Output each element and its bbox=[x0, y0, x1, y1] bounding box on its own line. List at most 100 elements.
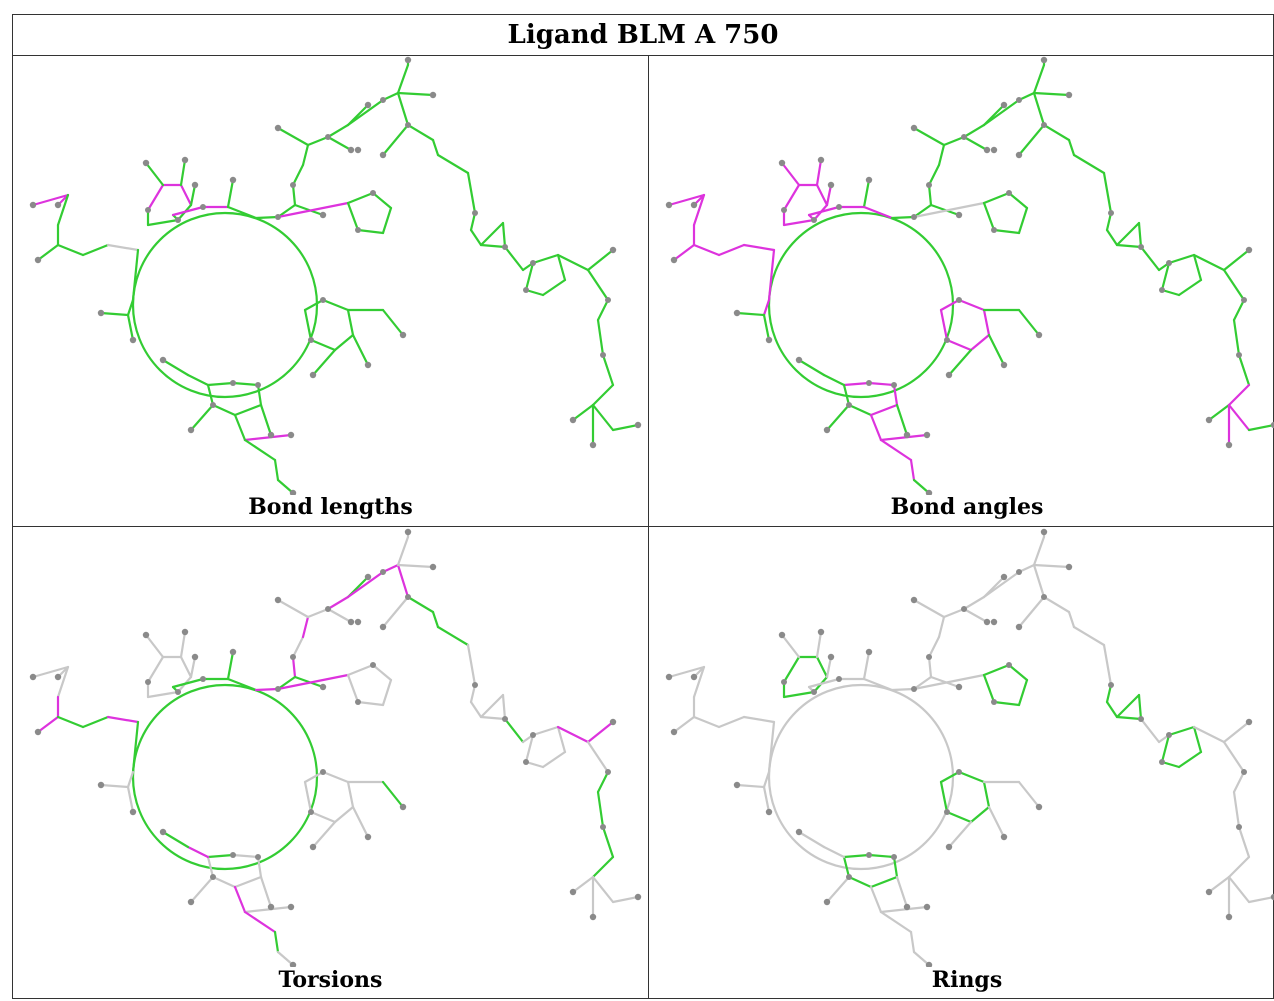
bond-torsions-65 bbox=[211, 875, 237, 889]
bond-bond-lengths-43 bbox=[381, 123, 410, 157]
atom-torsions-m5 bbox=[129, 808, 137, 816]
atom-bond-angles-u4 bbox=[955, 211, 963, 219]
bond-rings-64 bbox=[869, 875, 899, 889]
bond-bond-lengths-24 bbox=[226, 178, 235, 209]
bond-rings-98 bbox=[1207, 875, 1231, 894]
atom-rings-u17 bbox=[1041, 594, 1047, 600]
bond-bond-angles-0 bbox=[667, 193, 706, 207]
atom-rings-c16 bbox=[1241, 769, 1247, 775]
atom-rings-u13 bbox=[1016, 569, 1022, 575]
atom-bond-angles-c16 bbox=[1241, 297, 1247, 303]
bond-bond-angles-93 bbox=[1222, 268, 1246, 302]
panel-torsions: Torsions bbox=[13, 527, 649, 999]
bond-torsions-4 bbox=[36, 715, 60, 734]
bond-bond-angles-81 bbox=[1115, 221, 1141, 247]
bond-bond-lengths-93 bbox=[586, 268, 610, 302]
bond-torsions-61 bbox=[206, 853, 235, 859]
atom-bond-lengths-r9 bbox=[364, 361, 372, 369]
atom-torsions-c21 bbox=[569, 888, 577, 896]
bond-bond-lengths-54 bbox=[333, 333, 355, 352]
bond-bond-lengths-60 bbox=[311, 348, 337, 377]
atom-torsions-d9 bbox=[187, 898, 195, 906]
bond-bond-angles-9 bbox=[762, 298, 771, 317]
bond-torsions-84 bbox=[503, 717, 525, 744]
atom-torsions-m4 bbox=[97, 781, 105, 789]
atom-bond-angles-b4 bbox=[865, 176, 873, 184]
bond-bond-angles-76 bbox=[1067, 138, 1076, 157]
bond-bond-lengths-41 bbox=[396, 91, 435, 97]
bond-bond-lengths-28 bbox=[291, 183, 297, 207]
atom-bond-angles-c7 bbox=[1138, 244, 1144, 250]
atom-torsions-c18 bbox=[600, 824, 606, 830]
bond-bond-angles-86 bbox=[1167, 253, 1196, 265]
bond-bond-lengths-40 bbox=[396, 91, 410, 127]
bond-torsions-100 bbox=[611, 895, 640, 904]
atom-bond-angles-u10 bbox=[1000, 101, 1008, 109]
atom-rings-r8 bbox=[1035, 803, 1043, 811]
atom-rings-d9 bbox=[823, 898, 831, 906]
atom-bond-lengths-u16 bbox=[429, 91, 437, 99]
bond-torsions-47 bbox=[371, 663, 393, 682]
bond-rings-22 bbox=[807, 677, 841, 689]
atom-bond-lengths-u4 bbox=[319, 211, 327, 219]
bond-torsions-59 bbox=[351, 805, 370, 839]
atom-bond-angles-t7 bbox=[778, 159, 786, 167]
atom-torsions-u19 bbox=[379, 623, 387, 631]
bond-torsions-13 bbox=[146, 655, 165, 684]
atom-bond-angles-r9 bbox=[1000, 361, 1008, 369]
bond-rings-73 bbox=[879, 910, 913, 934]
bond-torsions-46 bbox=[346, 663, 375, 677]
atom-torsions-u11 bbox=[347, 618, 355, 626]
bond-bond-lengths-77 bbox=[436, 153, 470, 175]
bond-bond-lengths-32 bbox=[276, 126, 310, 147]
atom-torsions-r2 bbox=[320, 769, 326, 775]
panel-grid: Bond lengths Bond angles Torsions Rings bbox=[13, 55, 1274, 999]
bond-bond-angles-91 bbox=[1192, 253, 1226, 272]
bond-bond-angles-7 bbox=[742, 243, 776, 252]
bond-torsions-92 bbox=[586, 720, 615, 744]
panel-bond-lengths: Bond lengths bbox=[13, 55, 649, 527]
atom-torsions-t7 bbox=[142, 631, 150, 639]
bond-torsions-56 bbox=[303, 780, 313, 814]
atom-rings-l6 bbox=[670, 728, 678, 736]
bond-bond-angles-67 bbox=[822, 373, 846, 387]
bond-rings-7 bbox=[742, 715, 776, 724]
atom-rings-d7 bbox=[795, 828, 803, 836]
bond-torsions-93 bbox=[586, 740, 610, 774]
atom-rings-c18 bbox=[1236, 824, 1242, 830]
atom-bond-lengths-u1 bbox=[275, 214, 281, 220]
bond-torsions-40 bbox=[396, 563, 410, 599]
atom-bond-lengths-f5 bbox=[355, 227, 361, 233]
atom-bond-angles-t9 bbox=[827, 181, 835, 189]
bond-rings-91 bbox=[1192, 725, 1226, 744]
atom-bond-angles-t8 bbox=[817, 156, 825, 164]
atom-rings-u1 bbox=[911, 686, 917, 692]
bond-bond-lengths-58 bbox=[381, 308, 405, 337]
bond-rings-40 bbox=[1032, 563, 1046, 599]
bond-torsions-77 bbox=[436, 625, 470, 647]
bond-bond-angles-80 bbox=[1105, 228, 1119, 247]
bond-bond-angles-61 bbox=[842, 381, 871, 387]
atom-torsions-t9 bbox=[191, 653, 199, 661]
bond-torsions-97 bbox=[591, 855, 615, 879]
bond-bond-angles-2 bbox=[692, 193, 706, 227]
bond-torsions-69 bbox=[189, 875, 215, 904]
bond-torsions-50 bbox=[346, 673, 360, 704]
atom-bond-angles-u11 bbox=[983, 146, 991, 154]
bond-torsions-35 bbox=[326, 595, 350, 611]
bond-bond-lengths-19 bbox=[179, 158, 187, 187]
bond-torsions-90 bbox=[524, 733, 535, 764]
bond-bond-lengths-78 bbox=[466, 171, 477, 215]
bond-bond-angles-84 bbox=[1139, 245, 1161, 272]
bond-bond-angles-35 bbox=[962, 123, 986, 139]
bond-rings-41 bbox=[1032, 563, 1071, 569]
atom-torsions-d2 bbox=[230, 852, 236, 858]
bond-rings-34 bbox=[962, 607, 989, 624]
bond-rings-75 bbox=[912, 950, 931, 967]
bond-torsions-72 bbox=[243, 905, 293, 914]
bond-bond-lengths-17 bbox=[146, 218, 180, 227]
atom-torsions-c16 bbox=[605, 769, 611, 775]
atom-rings-u20 bbox=[1040, 528, 1048, 536]
bond-bond-lengths-94 bbox=[596, 298, 610, 322]
atom-rings-c7 bbox=[1138, 716, 1144, 722]
